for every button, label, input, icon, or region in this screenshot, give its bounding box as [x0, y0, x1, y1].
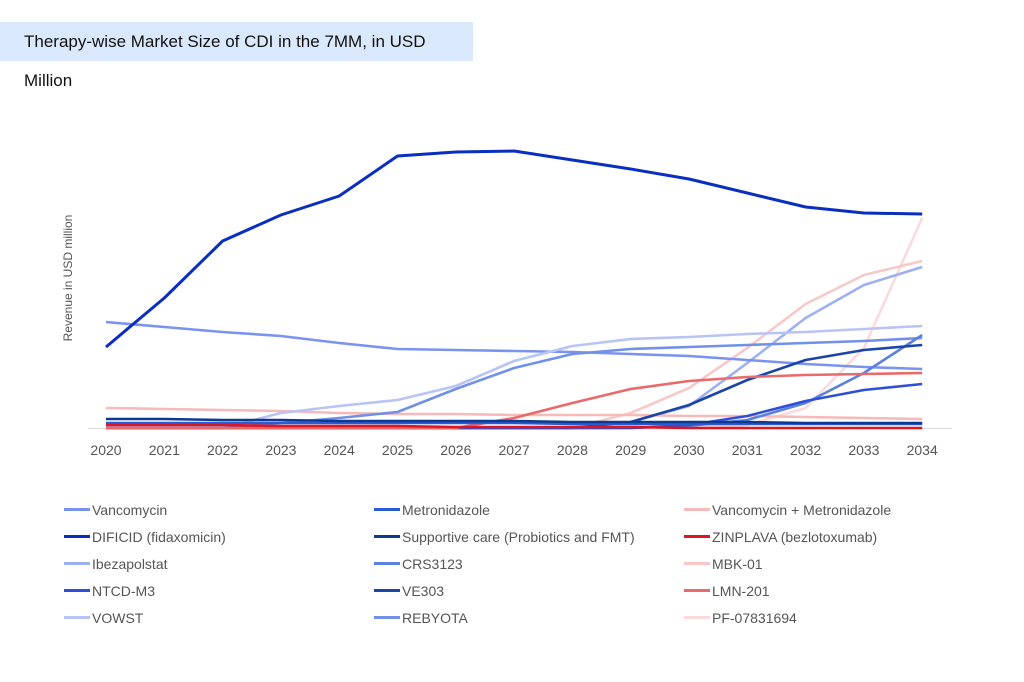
legend-item: VOWST — [64, 608, 374, 627]
x-tick-label: 2026 — [440, 442, 471, 458]
legend-swatch — [374, 562, 400, 565]
legend-swatch — [374, 535, 400, 538]
x-tick-label: 2021 — [149, 442, 180, 458]
legend-label: VE303 — [402, 582, 445, 599]
x-tick-label: 2023 — [265, 442, 296, 458]
legend: Vancomycin Metronidazole Vancomycin + Metr… — [64, 500, 964, 627]
legend-item: Supportive care (Probiotics and FMT) — [374, 527, 684, 546]
x-tick-label: 2033 — [848, 442, 879, 458]
x-tick-label: 2028 — [557, 442, 588, 458]
series-line-vowst — [106, 324, 923, 430]
legend-item: PF-07831694 — [684, 608, 964, 627]
x-tick-label: 2025 — [382, 442, 413, 458]
legend-label: Metronidazole — [402, 501, 490, 518]
legend-swatch — [64, 616, 90, 619]
x-tick-label: 2031 — [732, 442, 763, 458]
legend-item: REBYOTA — [374, 608, 684, 627]
legend-label: PF-07831694 — [712, 609, 797, 626]
legend-label: NTCD-M3 — [92, 582, 155, 599]
legend-label: LMN-201 — [712, 582, 770, 599]
legend-item: Metronidazole — [374, 500, 684, 519]
chart-title: Therapy-wise Market Size of CDI in the 7… — [0, 22, 473, 90]
series-line-vancomycin — [105, 320, 923, 371]
series-line-lmn-201 — [106, 371, 923, 430]
legend-swatch — [64, 508, 90, 511]
x-tick-label: 2024 — [324, 442, 355, 458]
x-tick-label: 2030 — [673, 442, 704, 458]
series-line-dificid-fidaxomicin — [105, 149, 923, 349]
legend-label: ZINPLAVA (bezlotoxumab) — [712, 528, 878, 545]
legend-swatch — [374, 589, 400, 592]
legend-item: Ibezapolstat — [64, 554, 374, 573]
legend-item: MBK-01 — [684, 554, 964, 573]
legend-label: MBK-01 — [712, 555, 763, 572]
legend-swatch — [684, 589, 710, 592]
legend-label: DIFICID (fidaxomicin) — [92, 528, 226, 545]
series-line-supportive-care-probiotics-and-fmt — [106, 417, 923, 425]
legend-item: NTCD-M3 — [64, 581, 374, 600]
legend-item: VE303 — [374, 581, 684, 600]
legend-swatch — [374, 508, 400, 511]
x-tick-label: 2027 — [499, 442, 530, 458]
legend-label: VOWST — [92, 609, 144, 626]
legend-item: DIFICID (fidaxomicin) — [64, 527, 374, 546]
legend-swatch — [64, 535, 90, 538]
legend-swatch — [64, 562, 90, 565]
legend-label: Vancomycin + Metronidazole — [712, 501, 892, 518]
legend-item: LMN-201 — [684, 581, 964, 600]
legend-label: Supportive care (Probiotics and FMT) — [402, 528, 635, 545]
legend-swatch — [64, 589, 90, 592]
legend-item: CRS3123 — [374, 554, 684, 573]
x-tick-label: 2029 — [615, 442, 646, 458]
series-line-zinplava-bezlotoxumab — [106, 423, 923, 430]
legend-item: Vancomycin — [64, 500, 374, 519]
x-tick-label: 2032 — [790, 442, 821, 458]
legend-label: CRS3123 — [402, 555, 463, 572]
legend-item: ZINPLAVA (bezlotoxumab) — [684, 527, 964, 546]
legend-label: Vancomycin — [92, 501, 168, 518]
x-tick-label: 2022 — [207, 442, 238, 458]
legend-label: Ibezapolstat — [92, 555, 168, 572]
legend-swatch — [684, 535, 710, 538]
x-tick-label: 2034 — [907, 442, 938, 458]
series-line-vancomycin-metronidazole — [105, 406, 923, 421]
x-tick-label: 2020 — [90, 442, 121, 458]
legend-item: Vancomycin + Metronidazole — [684, 500, 964, 519]
series-line-metronidazole — [106, 421, 923, 426]
legend-swatch — [684, 616, 710, 619]
legend-swatch — [684, 562, 710, 565]
legend-swatch — [374, 616, 400, 619]
legend-swatch — [684, 508, 710, 511]
legend-label: REBYOTA — [402, 609, 468, 626]
